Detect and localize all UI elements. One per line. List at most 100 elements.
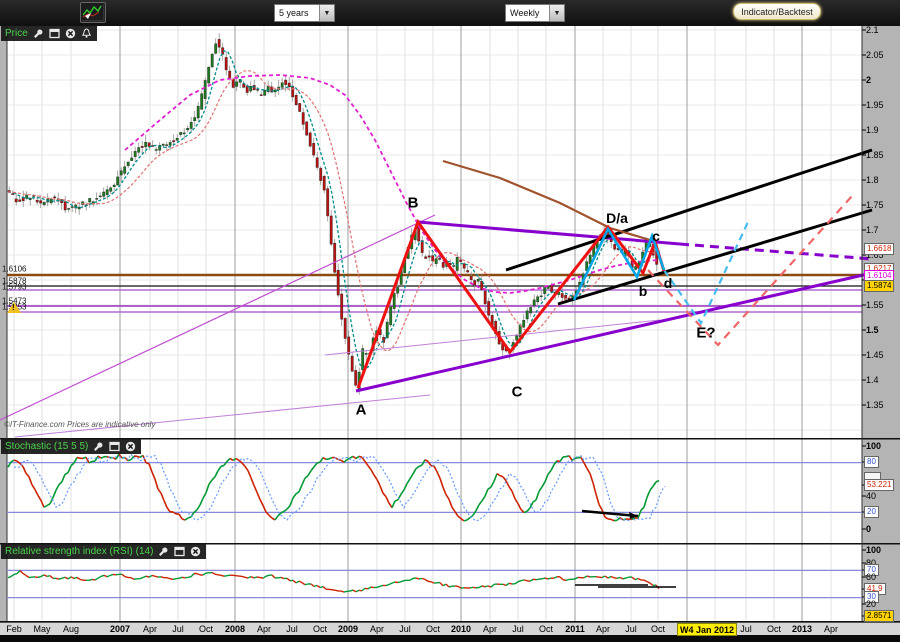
time-axis-label: 2009 — [337, 624, 359, 634]
current-date-highlight: W4 Jan 2012 — [677, 623, 738, 636]
stochastic-axis-tick: 40 — [866, 491, 877, 501]
wave-annotation: E? — [696, 324, 716, 342]
time-axis-label: Apr — [482, 624, 498, 634]
period-dropdown-arrow-icon[interactable]: ▼ — [319, 5, 334, 21]
chart-area: Price Stochastic (15 5 5) Relative stren… — [0, 25, 900, 642]
wave-annotation: D/a — [606, 210, 628, 226]
time-axis-label: 2008 — [224, 624, 246, 634]
wave-annotation: C — [511, 383, 523, 401]
stochastic-axis-tick: 0 — [866, 524, 872, 534]
period-dropdown[interactable]: 5 years ▼ — [274, 4, 335, 22]
alert-warning-icon[interactable] — [7, 302, 21, 313]
time-axis-label: Oct — [538, 624, 554, 634]
stochastic-value-box: 80 — [864, 456, 879, 468]
price-panel-header: Price — [1, 26, 97, 41]
time-axis-label: Oct — [425, 624, 441, 634]
rsi-panel-header: Relative strength index (RSI) (14) — [1, 544, 207, 559]
price-axis-tick: 1.75 — [866, 200, 884, 210]
stochastic-value-box: 53.221 — [864, 479, 895, 491]
time-axis-label: Apr — [595, 624, 611, 634]
time-axis-label: Apr — [256, 624, 272, 634]
price-axis-tick: 1.7 — [866, 225, 879, 235]
price-axis-tick: 2.1 — [866, 25, 879, 35]
time-axis-label: Feb — [6, 624, 22, 634]
window-icon[interactable] — [174, 546, 186, 557]
top-toolbar: 5 years ▼ Weekly ▼ Indicator/Backtest — [0, 0, 900, 25]
wave-annotation: A — [355, 401, 367, 419]
candlestick-chart-icon — [81, 3, 103, 20]
timeframe-dropdown[interactable]: Weekly ▼ — [505, 4, 565, 22]
price-axis-tick: 1.8 — [866, 175, 879, 185]
price-level-box: 1.6618 — [864, 243, 895, 255]
copyright-note: ©IT-Finance.com Prices are indicative on… — [4, 420, 156, 429]
price-axis-tick: 1.35 — [866, 400, 884, 410]
wave-annotation: d — [663, 275, 673, 291]
price-axis-tick: 1.4 — [866, 375, 879, 385]
rsi-axis-tick: 80 — [866, 558, 877, 568]
time-axis-label: May — [33, 624, 51, 634]
chart-style-button[interactable] — [80, 2, 106, 23]
window-icon[interactable] — [109, 441, 121, 452]
rsi-value-box: 30 — [864, 591, 879, 603]
price-level-left-label: 1.6106 — [2, 264, 27, 274]
time-axis-label: Oct — [650, 624, 666, 634]
window-icon[interactable] — [49, 28, 60, 39]
alarm-bell-icon[interactable] — [81, 28, 92, 39]
rsi-panel-title: Relative strength index (RSI) (14) — [5, 546, 154, 557]
time-axis: Feb May Aug 2007 Apr Jul Oct 2008 Apr Jul Oct 2009 A… — [0, 622, 900, 636]
timeframe-dropdown-arrow-icon[interactable]: ▼ — [549, 5, 564, 21]
time-axis-label: Jul — [172, 624, 184, 634]
price-level-box: 1.5874 — [864, 280, 895, 292]
wave-annotation: b — [638, 283, 648, 299]
time-axis-label: Oct — [312, 624, 328, 634]
wave-annotation: c — [652, 228, 660, 244]
price-and-indicator-plot[interactable] — [0, 25, 900, 642]
time-axis-label: Jul — [740, 624, 752, 634]
stochastic-panel-title: Stochastic (15 5 5) — [5, 441, 89, 452]
price-axis-tick: 1.9 — [866, 125, 879, 135]
stochastic-axis-tick: 100 — [866, 441, 882, 451]
time-axis-label: Jul — [512, 624, 524, 634]
price-level-left-label: 1.5473 — [2, 296, 27, 306]
close-icon[interactable] — [65, 28, 76, 39]
indicator-backtest-button[interactable]: Indicator/Backtest — [733, 3, 821, 20]
time-axis-label: 2013 — [791, 624, 813, 634]
time-axis-label: Jul — [286, 624, 298, 634]
rsi-axis-tick: 60 — [866, 572, 877, 582]
stochastic-panel-header: Stochastic (15 5 5) — [1, 439, 142, 454]
time-axis-label: 2011 — [565, 624, 585, 634]
price-axis-tick: 2 — [866, 75, 872, 85]
rsi-axis-tick: 100 — [866, 545, 882, 555]
time-axis-label: 2010 — [450, 624, 472, 634]
wrench-icon[interactable] — [93, 441, 104, 452]
wrench-icon[interactable] — [158, 546, 169, 557]
wrench-icon[interactable] — [33, 28, 44, 39]
price-axis-tick: 1.65 — [866, 250, 884, 260]
stochastic-value-box: 20 — [864, 506, 879, 518]
timeframe-dropdown-value: Weekly — [510, 8, 540, 18]
time-axis-label: Apr — [369, 624, 385, 634]
price-axis-tick: 1.55 — [866, 300, 884, 310]
time-axis-label: Oct — [766, 624, 782, 634]
price-axis-tick: 1.45 — [866, 350, 884, 360]
price-axis-tick: 1.95 — [866, 100, 884, 110]
rsi-value-box: 2.8571 — [864, 610, 895, 622]
price-level-left-label: 1.5878 — [2, 276, 27, 286]
wave-annotation: B — [407, 194, 419, 212]
time-axis-label: Apr — [823, 624, 839, 634]
price-level-left-label: 1.5793 — [2, 282, 27, 292]
price-axis-tick: 1.85 — [866, 150, 884, 160]
time-axis-label: Jul — [625, 624, 637, 634]
bottom-black-bar — [0, 635, 900, 642]
price-axis-tick: 2.05 — [866, 50, 884, 60]
close-icon[interactable] — [125, 441, 136, 452]
time-axis-label: Oct — [198, 624, 214, 634]
close-icon[interactable] — [190, 546, 201, 557]
time-axis-label: Jul — [399, 624, 411, 634]
period-dropdown-value: 5 years — [279, 8, 309, 18]
time-axis-label: 2007 — [109, 624, 131, 634]
time-axis-label: Aug — [62, 624, 80, 634]
rsi-axis-tick: 20 — [866, 599, 877, 609]
time-axis-label: Apr — [142, 624, 158, 634]
